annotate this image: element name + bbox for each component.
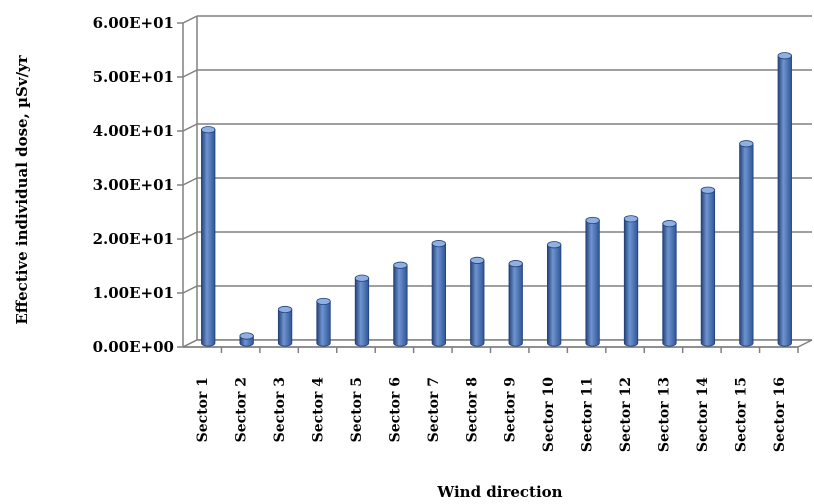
bar [239, 332, 254, 347]
bar [623, 215, 639, 347]
y-tick-label: 6.00E+01 [93, 14, 174, 32]
x-axis-title: Wind direction [436, 483, 562, 501]
x-tick-label: Sector 15 [733, 377, 749, 452]
x-tick-label: Sector 3 [272, 377, 288, 442]
bar [201, 126, 216, 347]
x-tick-label: Sector 2 [234, 377, 250, 442]
bar [700, 186, 716, 347]
x-tick-label: Sector 11 [580, 377, 596, 452]
y-axis-title: Effective individual dose, µSv/yr [13, 54, 31, 324]
bar [354, 274, 370, 347]
bar [585, 216, 600, 347]
y-tick-labels: 0.00E+00 1.00E+01 2.00E+01 3.00E+01 4.00E+01… [93, 14, 174, 356]
y-tick-label: 0.00E+00 [93, 338, 174, 356]
x-tick-label: Sector 4 [311, 377, 327, 443]
x-tick-label: Sector 12 [618, 377, 634, 452]
x-tick-label: Sector 9 [503, 377, 519, 442]
x-tick-label: Sector 6 [387, 377, 403, 442]
y-tick-label: 2.00E+01 [93, 230, 174, 248]
chart-floor [182, 339, 813, 348]
x-tick-label: Sector 13 [656, 377, 672, 452]
bar [547, 241, 562, 347]
y-tick-label: 4.00E+01 [93, 122, 174, 140]
bar [316, 297, 331, 347]
x-tick-label: Sector 7 [426, 377, 442, 442]
bar [277, 305, 293, 347]
x-tick-labels: Sector 1 Sector 2 Sector 3 Sector 4 Sector 5… [195, 377, 788, 452]
bar [393, 261, 408, 347]
x-tick-label: Sector 8 [464, 377, 480, 442]
axes [177, 22, 813, 353]
bar [508, 260, 523, 347]
x-tick-label: Sector 14 [695, 377, 711, 452]
bar [431, 240, 446, 347]
bar [739, 140, 754, 347]
bars [201, 52, 792, 347]
x-tick-label: Sector 10 [541, 377, 557, 452]
x-tick-label: Sector 1 [195, 377, 211, 442]
x-tick-label: Sector 16 [772, 377, 788, 452]
y-tick-label: 5.00E+01 [93, 68, 174, 86]
y-tick-label: 1.00E+01 [93, 284, 174, 302]
y-tick-label: 3.00E+01 [93, 176, 174, 194]
bar [777, 52, 792, 347]
gridlines [182, 15, 812, 348]
x-tick-label: Sector 5 [349, 377, 365, 442]
bar [662, 220, 677, 347]
bar [470, 256, 485, 347]
